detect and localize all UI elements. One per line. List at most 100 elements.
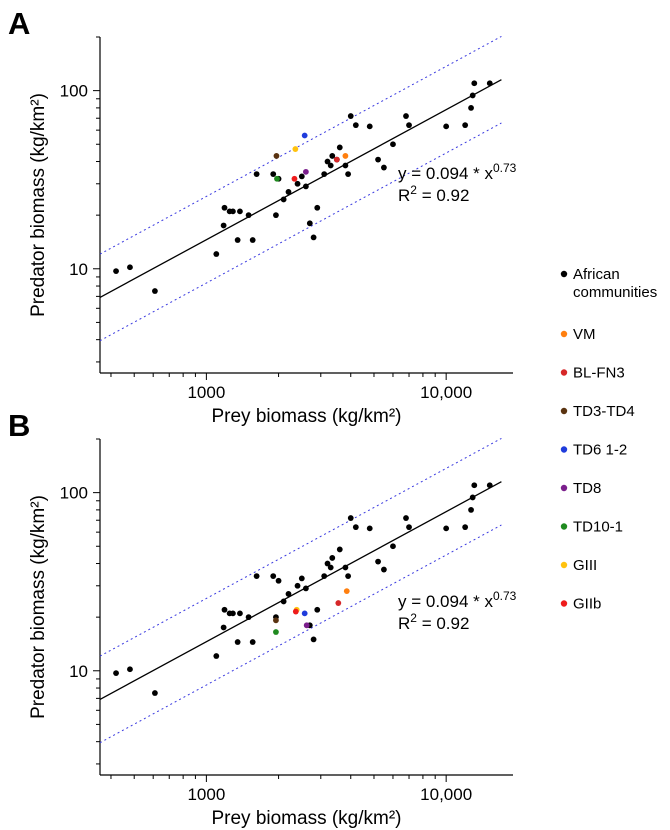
y-tick-label: 100 xyxy=(60,82,88,101)
data-point-african xyxy=(486,80,493,87)
data-point-african xyxy=(336,546,343,553)
data-point-african xyxy=(234,237,241,243)
regression-equation: y = 0.094 * x0.73 xyxy=(398,161,517,183)
regression-line xyxy=(99,79,502,298)
r-squared: R2 = 0.92 xyxy=(398,183,469,205)
data-point-african xyxy=(285,591,292,597)
y-tick-label: 10 xyxy=(69,260,88,279)
legend-item: GIIb xyxy=(560,596,601,613)
r2-suffix: = 0.92 xyxy=(417,186,469,205)
x-tick-label: 10,000 xyxy=(420,785,472,804)
data-point-african xyxy=(249,237,256,243)
r2-suffix: = 0.92 xyxy=(417,614,469,633)
data-point-african xyxy=(253,171,260,177)
data-point-african xyxy=(294,180,301,187)
data-point-td6-1-2 xyxy=(301,610,308,617)
equation-exponent: 0.73 xyxy=(493,589,517,603)
legend-label: communities xyxy=(573,284,657,301)
data-point-african xyxy=(443,525,450,532)
data-point-african xyxy=(298,575,305,582)
legend-marker xyxy=(560,270,568,278)
data-point-african xyxy=(352,122,359,129)
data-point-african xyxy=(253,573,260,579)
data-point-td10-1 xyxy=(273,629,279,635)
x-axis-title: Prey biomass (kg/km²) xyxy=(211,406,401,427)
data-point-african xyxy=(471,80,478,87)
data-point-african xyxy=(113,670,119,677)
data-point-african xyxy=(302,183,309,190)
data-point-african xyxy=(390,141,396,148)
data-point-african xyxy=(245,212,252,219)
legend-marker xyxy=(560,523,568,530)
upper-prediction-band xyxy=(99,437,502,657)
data-point-african xyxy=(310,636,317,643)
r2-prefix: R xyxy=(398,614,410,633)
data-point-african xyxy=(275,577,282,584)
data-point-african xyxy=(381,164,387,171)
data-point-african xyxy=(366,525,373,532)
data-point-african xyxy=(221,204,228,211)
data-point-african xyxy=(329,555,336,561)
legend-label: GIIb xyxy=(573,596,601,613)
data-point-african xyxy=(237,610,243,617)
data-point-african xyxy=(443,123,450,130)
data-point-giii xyxy=(292,146,299,152)
data-point-african xyxy=(230,208,236,215)
data-point-african xyxy=(327,564,334,571)
data-point-african xyxy=(113,268,119,275)
panel-b: B 1000 10,000 10 100 Prey biomass (kg/km²) Pre… xyxy=(8,408,517,829)
data-point-african xyxy=(273,212,279,219)
data-point-african xyxy=(302,585,309,592)
legend-item: TD10-1 xyxy=(560,519,623,536)
data-point-african xyxy=(406,524,412,531)
r2-superscript: 2 xyxy=(410,183,417,197)
legend-item: TD6 1-2 xyxy=(560,442,627,459)
data-point-african xyxy=(471,482,478,489)
legend-label: TD8 xyxy=(573,480,601,497)
data-point-bl-fn3 xyxy=(333,156,340,163)
legend-label: TD10-1 xyxy=(573,519,623,536)
data-point-african xyxy=(213,251,220,257)
r-squared: R2 = 0.92 xyxy=(398,611,469,633)
legend-marker xyxy=(560,330,568,338)
data-point-african xyxy=(403,113,409,119)
data-point-african xyxy=(220,222,227,229)
data-point-african xyxy=(324,158,331,165)
legend-marker xyxy=(560,561,568,569)
data-point-african xyxy=(486,482,493,489)
y-tick-label: 100 xyxy=(60,484,88,503)
r2-prefix: R xyxy=(398,186,410,205)
data-point-african xyxy=(468,104,474,111)
legend-item: TD3-TD4 xyxy=(560,403,635,420)
data-point-african xyxy=(329,153,336,159)
legend-marker xyxy=(560,600,568,607)
legend-item: GIII xyxy=(560,557,597,574)
panel-letter: B xyxy=(8,408,30,443)
data-point-african xyxy=(298,173,305,180)
equation-prefix: y = 0.094 * x xyxy=(398,592,493,611)
data-point-african xyxy=(230,610,236,617)
data-point-african xyxy=(347,113,354,119)
legend-marker xyxy=(560,446,568,453)
data-point-african xyxy=(285,189,292,195)
data-point-td3-td4 xyxy=(273,617,279,624)
panel-letter: A xyxy=(8,6,30,41)
data-point-african xyxy=(294,582,301,589)
lower-prediction-band xyxy=(99,122,502,342)
data-point-african xyxy=(352,524,359,531)
data-point-african xyxy=(152,288,158,294)
legend-marker xyxy=(560,369,568,376)
legend-label: TD6 1-2 xyxy=(573,442,627,459)
data-point-african xyxy=(321,573,328,579)
data-point-td3-td4 xyxy=(273,153,280,159)
x-axis-title: Prey biomass (kg/km²) xyxy=(211,808,401,829)
data-point-african xyxy=(347,515,354,521)
data-point-african xyxy=(314,204,321,211)
data-point-african xyxy=(237,208,243,215)
r2-superscript: 2 xyxy=(410,611,417,625)
legend-item: TD8 xyxy=(560,480,601,497)
regression-line xyxy=(99,481,502,700)
